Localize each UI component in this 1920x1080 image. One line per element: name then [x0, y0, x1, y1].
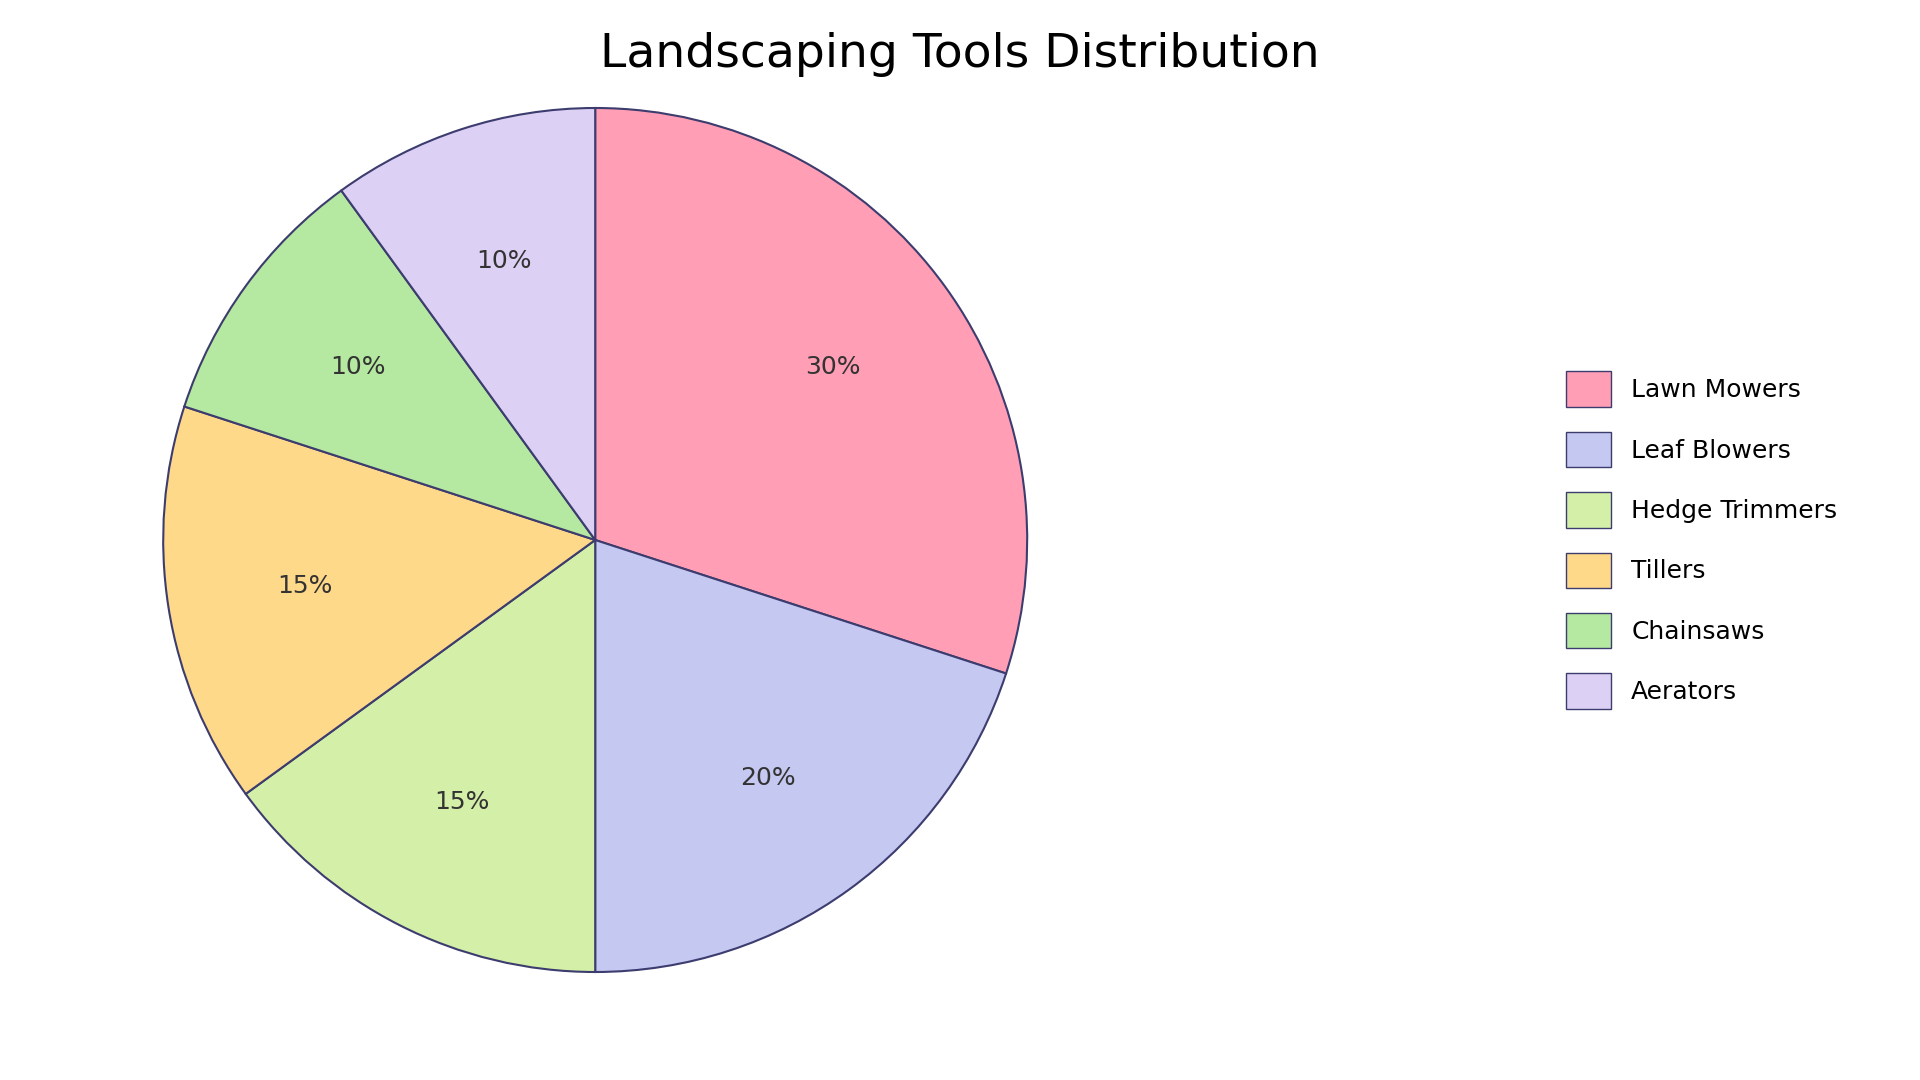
Text: 10%: 10%	[476, 248, 532, 272]
Text: Landscaping Tools Distribution: Landscaping Tools Distribution	[601, 32, 1319, 78]
Wedge shape	[246, 540, 595, 972]
Wedge shape	[595, 540, 1006, 972]
Legend: Lawn Mowers, Leaf Blowers, Hedge Trimmers, Tillers, Chainsaws, Aerators: Lawn Mowers, Leaf Blowers, Hedge Trimmer…	[1553, 359, 1849, 721]
Wedge shape	[184, 190, 595, 540]
Wedge shape	[163, 406, 595, 794]
Text: 20%: 20%	[739, 766, 795, 789]
Text: 15%: 15%	[434, 789, 490, 813]
Text: 10%: 10%	[330, 355, 386, 379]
Text: 15%: 15%	[276, 573, 332, 598]
Wedge shape	[342, 108, 595, 540]
Wedge shape	[595, 108, 1027, 674]
Text: 30%: 30%	[804, 355, 860, 379]
